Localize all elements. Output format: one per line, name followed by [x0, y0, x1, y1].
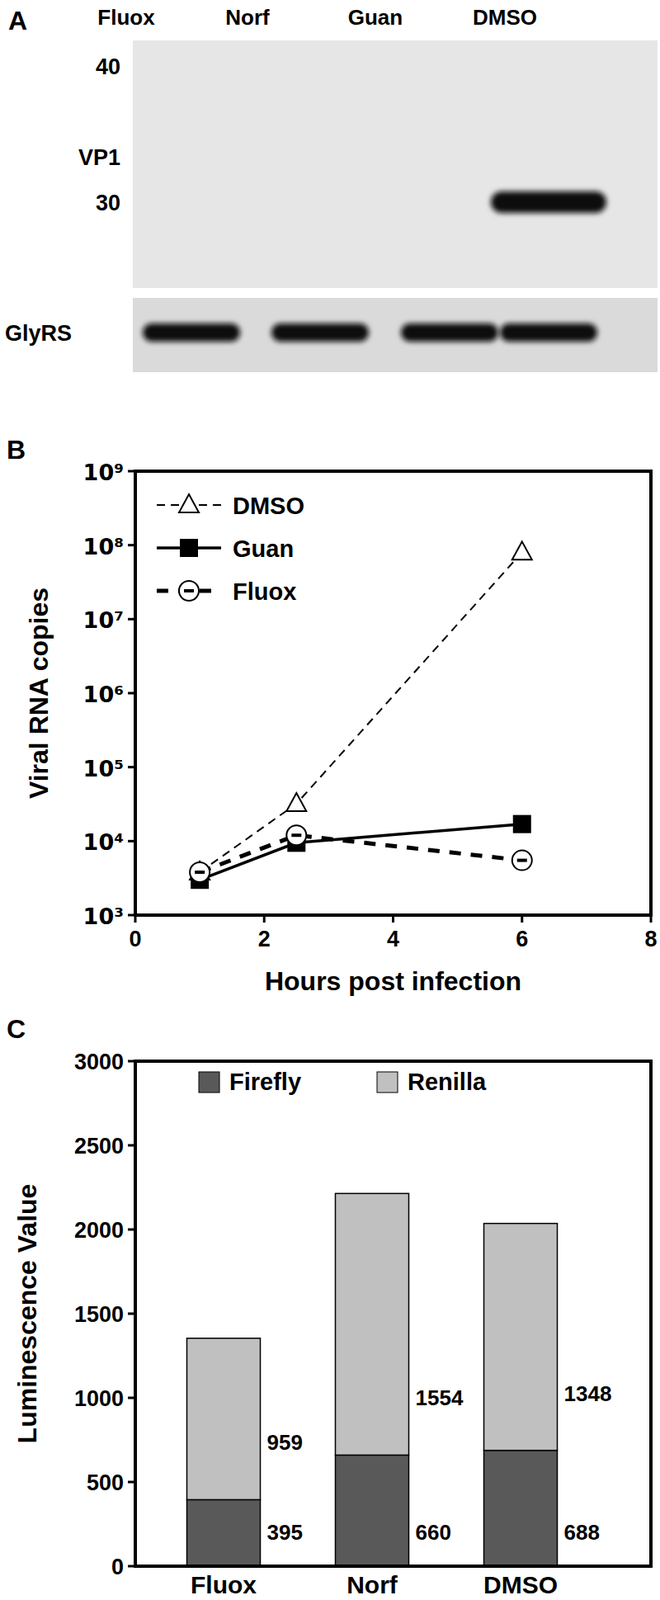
- y-tick-label: 10⁵: [83, 755, 124, 782]
- marker: [179, 538, 198, 557]
- panel-c: C 0 500 1000 1500 2000 2500 3000 Luminescence Va…: [6, 1013, 651, 1599]
- marker: [286, 825, 307, 845]
- marker-shape: [513, 815, 532, 834]
- plot-data: [187, 1192, 558, 1566]
- plot-data: [189, 541, 533, 889]
- marker-shape: [512, 541, 533, 560]
- blot-membrane: [132, 40, 658, 288]
- x-tick-label: Fluox: [190, 1570, 257, 1599]
- marker: [286, 792, 307, 811]
- marker: [179, 580, 199, 601]
- data-label: 1554: [415, 1385, 464, 1410]
- legend-label: Guan: [232, 535, 294, 562]
- band: [499, 323, 598, 342]
- y-tick-label: 10⁹: [83, 459, 124, 486]
- x-tick-label: 0: [128, 926, 142, 952]
- marker: [189, 862, 210, 882]
- legend-line: [156, 589, 222, 594]
- blot-label: VP1: [78, 145, 121, 170]
- plot-frame: [135, 1060, 651, 1566]
- y-tick-label: 10⁷: [83, 607, 124, 633]
- x-tick-label: DMSO: [483, 1570, 558, 1599]
- legend-label: DMSO: [232, 492, 305, 519]
- marker: [179, 494, 199, 513]
- band: [400, 323, 499, 342]
- plot-frame: [135, 471, 651, 915]
- series-line: [199, 824, 523, 881]
- marker-shape: [183, 589, 194, 593]
- data-label: 959: [267, 1429, 303, 1455]
- ladder-label: 30: [95, 190, 121, 216]
- data-label: 1348: [564, 1381, 613, 1406]
- legend-label: Renilla: [407, 1068, 487, 1095]
- x-tick-label: 2: [258, 926, 271, 952]
- bar: [335, 1454, 410, 1566]
- panel-a: A Fluox Norf Guan DMSO 40 30 VP1 GlyRS: [4, 4, 658, 373]
- y-tick-label: 10⁶: [83, 681, 124, 708]
- x-tick-label: 6: [515, 926, 528, 952]
- marker-shape: [291, 833, 302, 837]
- legend-swatch: [377, 1071, 398, 1093]
- bar: [187, 1338, 261, 1500]
- marker-shape: [512, 850, 533, 871]
- data-labels: 395 959 660 1554 688 1348: [267, 1381, 613, 1545]
- y-tick-label: 1000: [74, 1386, 124, 1411]
- legend-label: Fluox: [232, 578, 297, 605]
- y-tick-label: 10⁸: [83, 533, 124, 560]
- marker: [513, 815, 532, 834]
- marker: [512, 850, 533, 871]
- marker-shape: [179, 538, 198, 557]
- blot-label: GlyRS: [4, 320, 72, 346]
- band: [142, 323, 241, 342]
- y-tick-label: 500: [86, 1470, 124, 1495]
- bar: [335, 1192, 410, 1455]
- figure: AFluoxNorfGuanDMSO4030VP1GlyRSB10³10⁴10⁵…: [0, 0, 660, 1600]
- y-axis-title: Viral RNA copies: [23, 587, 54, 799]
- x-axis-title: Hours post infection: [264, 966, 522, 996]
- bar: [187, 1499, 261, 1566]
- legend: Firefly Renilla: [198, 1068, 487, 1095]
- y-tick-label: 2000: [74, 1217, 124, 1243]
- legend: DMSO Guan Fluox: [156, 492, 305, 605]
- data-label: 660: [415, 1519, 452, 1545]
- marker: [512, 541, 533, 560]
- legend-label: Firefly: [229, 1068, 302, 1095]
- data-label: 395: [267, 1519, 303, 1545]
- lane-label: Guan: [348, 4, 403, 30]
- y-axis-title: Luminescence Value: [12, 1183, 43, 1444]
- lane-label: DMSO: [472, 4, 538, 30]
- panel-b: B 10³ 10⁴ 10⁵ 10⁶ 10⁷ 10⁸ 10⁹ 0 2 4 6 8 Hours post in…: [6, 434, 658, 996]
- bar: [484, 1223, 558, 1451]
- lane-label: Norf: [225, 4, 270, 30]
- lane-label: Fluox: [97, 4, 156, 30]
- marker-shape: [179, 494, 199, 513]
- series-line: [199, 551, 523, 873]
- band: [271, 323, 369, 342]
- marker-shape: [179, 580, 199, 601]
- panel-label: A: [8, 5, 28, 36]
- panel-label: C: [6, 1013, 26, 1044]
- marker-shape: [286, 825, 307, 845]
- series-line: [199, 834, 523, 873]
- band: [490, 191, 607, 213]
- blot-membrane: [132, 297, 658, 373]
- panel-label: B: [6, 434, 26, 465]
- data-label: 688: [564, 1519, 600, 1545]
- legend-swatch: [198, 1071, 220, 1093]
- x-tick-label: Norf: [346, 1570, 399, 1599]
- marker-shape: [286, 792, 307, 811]
- x-tick-label: 8: [644, 926, 657, 952]
- y-tick-label: 2500: [74, 1133, 124, 1159]
- marker-shape: [194, 870, 205, 874]
- y-tick-label: 3000: [74, 1049, 124, 1075]
- ladder-label: 40: [95, 54, 121, 80]
- y-tick-label: 10⁴: [83, 829, 124, 855]
- x-tick-label: 4: [386, 926, 400, 952]
- bar: [484, 1450, 558, 1566]
- marker-shape: [517, 858, 528, 863]
- y-tick-label: 10³: [83, 903, 124, 929]
- y-tick-label: 0: [111, 1554, 124, 1580]
- marker-shape: [189, 862, 210, 882]
- y-tick-label: 1500: [74, 1301, 124, 1327]
